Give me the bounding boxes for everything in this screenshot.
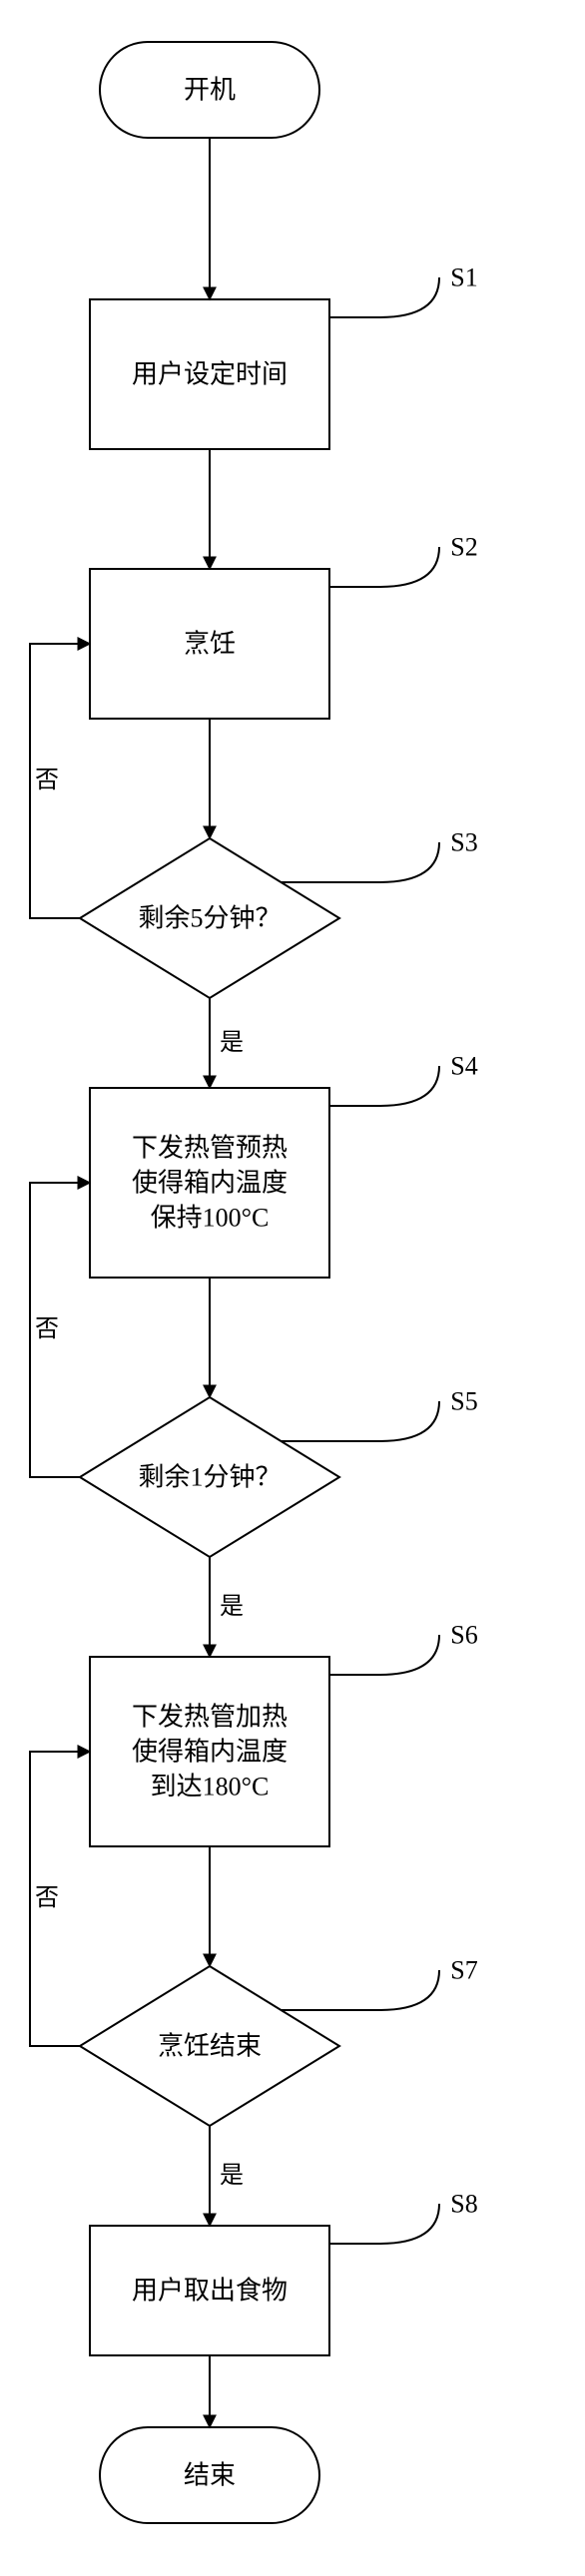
decision-s3: 剩余5分钟？ [80, 838, 339, 998]
process-s2: 烹饪 [90, 569, 329, 719]
process-s6-line-1: 使得箱内温度 [132, 1738, 288, 1767]
process-s4-label: S4 [450, 1052, 477, 1081]
edge-7-text: 是 [220, 2163, 244, 2189]
process-s1: 用户设定时间 [90, 299, 329, 449]
edge-11-text: 否 [35, 1885, 59, 1911]
process-s8-line-0: 用户取出食物 [132, 2277, 288, 2306]
decision-s7-label: S7 [450, 1956, 477, 1985]
process-s1-label: S1 [450, 263, 477, 292]
decision-s5-label: S5 [450, 1387, 477, 1416]
decision-s5-connector [282, 1401, 440, 1441]
process-s4-line-1: 使得箱内温度 [132, 1169, 288, 1198]
terminal-start: 开机 [100, 42, 319, 138]
decision-s5: 剩余1分钟？ [80, 1397, 339, 1557]
decision-s7-line-0: 烹饪结束 [158, 2032, 262, 2061]
edge-5-text: 是 [220, 1594, 244, 1620]
edge-9-text: 否 [35, 768, 59, 793]
process-s4-connector [329, 1066, 439, 1106]
terminal-end-text: 结束 [184, 2461, 236, 2490]
decision-s3-connector [282, 842, 440, 882]
decision-s5-line-0: 剩余1分钟？ [138, 1463, 281, 1492]
process-s2-label: S2 [450, 533, 477, 562]
edge-10-text: 否 [35, 1316, 59, 1342]
decision-s3-line-0: 剩余5分钟？ [138, 904, 281, 933]
process-s1-line-0: 用户设定时间 [132, 360, 288, 389]
process-s6-connector [329, 1635, 439, 1675]
terminal-start-text: 开机 [184, 76, 236, 105]
decision-s3-label: S3 [450, 828, 477, 857]
terminal-end: 结束 [100, 2427, 319, 2523]
process-s6-line-0: 下发热管加热 [132, 1702, 288, 1731]
process-s8-connector [329, 2204, 439, 2244]
decision-s7-connector [282, 1970, 440, 2010]
process-s1-connector [329, 277, 439, 317]
process-s8: 用户取出食物 [90, 2226, 329, 2355]
process-s6-line-2: 到达180°C [151, 1773, 270, 1802]
process-s6: 下发热管加热使得箱内温度到达180°C [90, 1657, 329, 1846]
edge-3-text: 是 [220, 1030, 244, 1056]
decision-s7: 烹饪结束 [80, 1966, 339, 2126]
process-s4: 下发热管预热使得箱内温度保持100°C [90, 1088, 329, 1278]
process-s4-line-0: 下发热管预热 [132, 1133, 288, 1162]
process-s8-label: S8 [450, 2190, 477, 2219]
process-s2-line-0: 烹饪 [184, 630, 236, 659]
process-s6-label: S6 [450, 1621, 477, 1650]
process-s2-connector [329, 547, 439, 587]
process-s4-line-2: 保持100°C [151, 1204, 270, 1233]
